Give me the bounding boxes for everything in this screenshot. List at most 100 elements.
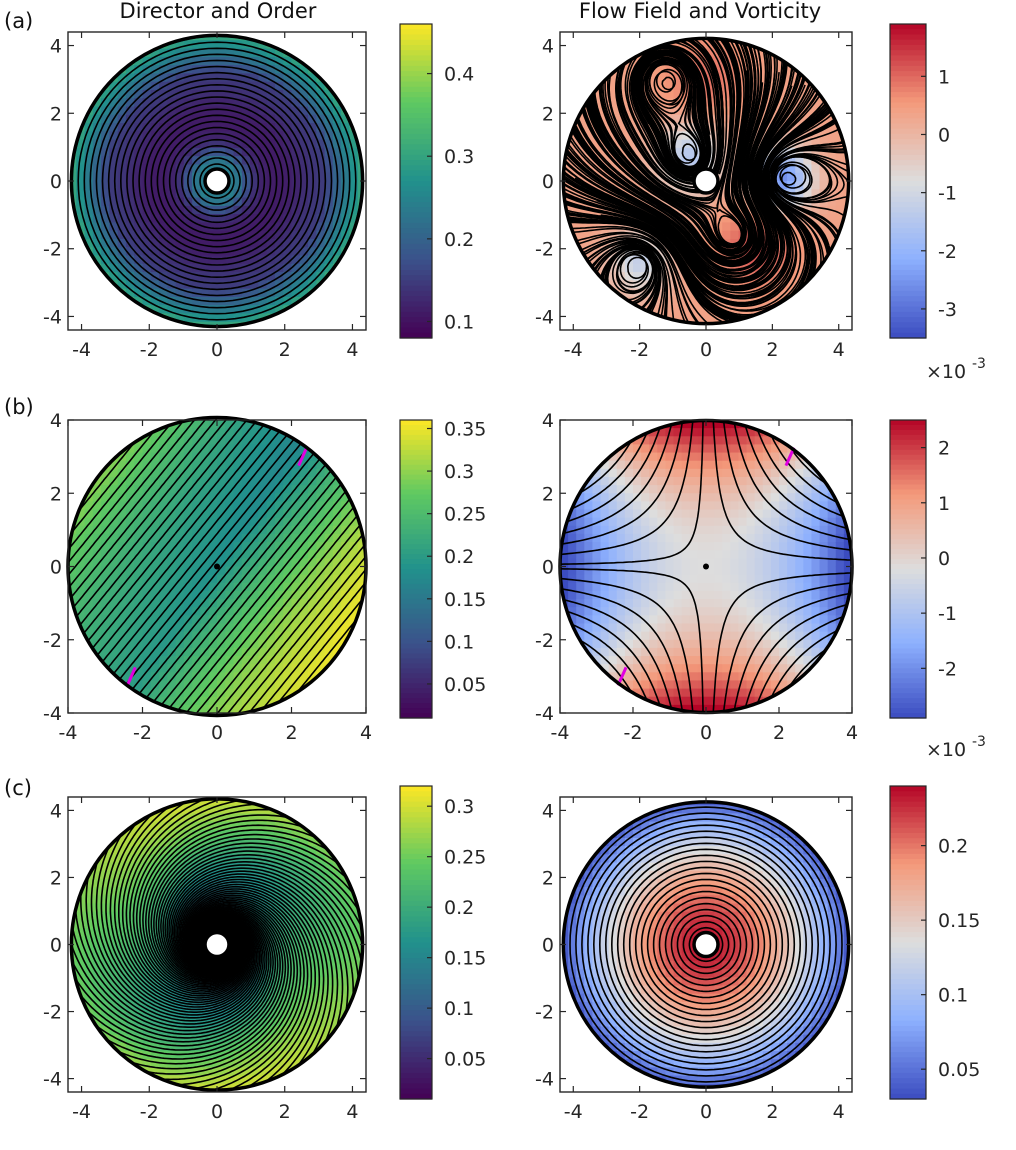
heat-cell xyxy=(250,238,259,248)
heat-cell xyxy=(835,313,845,323)
heat-cell xyxy=(560,688,569,698)
heat-cell xyxy=(827,89,837,99)
colorbar-segment xyxy=(400,107,432,114)
heat-cell xyxy=(225,197,235,207)
heat-cell xyxy=(299,247,309,257)
heat-cell xyxy=(332,272,342,281)
heat-cell xyxy=(250,255,259,265)
heat-cell xyxy=(217,436,226,446)
heat-cell xyxy=(258,517,268,527)
heat-cell xyxy=(233,56,243,66)
heat-cell xyxy=(76,305,86,315)
heat-cell xyxy=(125,139,135,149)
heat-cell xyxy=(233,280,243,290)
heat-cell xyxy=(665,305,675,315)
heat-cell xyxy=(250,525,259,535)
heat-cell xyxy=(283,436,293,446)
heat-cell xyxy=(167,280,177,290)
heat-cell xyxy=(125,238,135,248)
colorbar-frame xyxy=(889,23,927,339)
heat-cell xyxy=(71,296,77,306)
heat-cell xyxy=(101,238,110,248)
heat-cell xyxy=(250,197,259,207)
heat-cell xyxy=(117,156,127,166)
heat-cell xyxy=(835,106,845,116)
heat-cell xyxy=(835,38,845,41)
heat-cell xyxy=(225,599,235,608)
heat-cell xyxy=(754,123,764,132)
colorbar-segment xyxy=(400,484,432,491)
heat-cell xyxy=(803,156,813,166)
heat-cell xyxy=(117,696,127,706)
heat-cell xyxy=(592,615,602,625)
heat-cell xyxy=(175,476,185,486)
heat-cell xyxy=(576,631,585,641)
heat-cell xyxy=(134,558,144,568)
heat-cell xyxy=(150,288,160,298)
heat-cell xyxy=(117,48,127,58)
heat-cell xyxy=(332,460,342,470)
heat-cell xyxy=(125,247,135,257)
heat-cell xyxy=(560,639,569,649)
heat-cell xyxy=(266,468,276,478)
heat-cell xyxy=(200,238,210,248)
streamline xyxy=(125,578,234,710)
heat-cell xyxy=(208,238,218,248)
heat-cell xyxy=(283,280,293,290)
heat-cell xyxy=(324,631,334,641)
heat-cell xyxy=(183,123,193,132)
heat-cell xyxy=(159,147,168,157)
heat-cell xyxy=(584,704,594,713)
heat-cell xyxy=(341,696,351,706)
heat-cell xyxy=(167,123,177,132)
heat-cell xyxy=(576,56,585,66)
heat-cell xyxy=(592,321,602,324)
streamline xyxy=(193,420,300,550)
heat-cell xyxy=(266,493,276,502)
y-tick-label: -4 xyxy=(43,703,62,725)
heat-cell xyxy=(175,696,185,706)
heat-cell xyxy=(592,65,602,74)
heat-cell xyxy=(200,688,210,698)
heat-cell xyxy=(125,696,135,706)
heat-cell xyxy=(616,48,626,58)
heat-cell xyxy=(592,48,602,58)
heat-cell xyxy=(241,296,251,306)
heat-cell xyxy=(706,40,715,50)
heat-cell xyxy=(274,114,284,124)
heat-cell xyxy=(101,680,110,690)
heat-cell xyxy=(608,615,618,625)
heat-cell xyxy=(600,501,610,511)
colorbar-segment xyxy=(890,306,926,313)
heat-cell xyxy=(584,517,594,527)
heat-cell xyxy=(183,509,193,519)
heat-cell xyxy=(811,288,821,298)
heat-cell xyxy=(159,615,168,625)
heat-cell xyxy=(616,696,626,706)
heat-cell xyxy=(754,56,764,66)
heat-cell xyxy=(349,313,359,323)
colorbar-segment xyxy=(400,618,432,625)
heat-cell xyxy=(71,123,77,132)
heat-cell xyxy=(291,623,301,633)
heat-cell xyxy=(208,566,218,576)
heat-cell xyxy=(299,81,309,91)
heat-cell xyxy=(258,664,268,673)
heat-cell xyxy=(563,40,569,50)
heat-cell xyxy=(192,599,202,608)
heat-cell xyxy=(274,509,284,519)
heat-cell xyxy=(183,639,193,649)
heat-cell xyxy=(811,321,821,324)
heat-cell xyxy=(225,428,235,437)
heat-cell xyxy=(109,517,119,527)
heat-cell xyxy=(835,247,845,257)
heat-cell xyxy=(283,420,293,429)
heat-cell xyxy=(125,205,135,215)
streamline xyxy=(573,232,711,324)
heat-cell xyxy=(183,247,193,257)
heat-cell xyxy=(803,65,813,74)
heat-cell xyxy=(225,40,235,50)
heat-cell xyxy=(787,48,796,58)
heat-cell xyxy=(584,639,594,649)
heat-cell xyxy=(600,40,610,50)
